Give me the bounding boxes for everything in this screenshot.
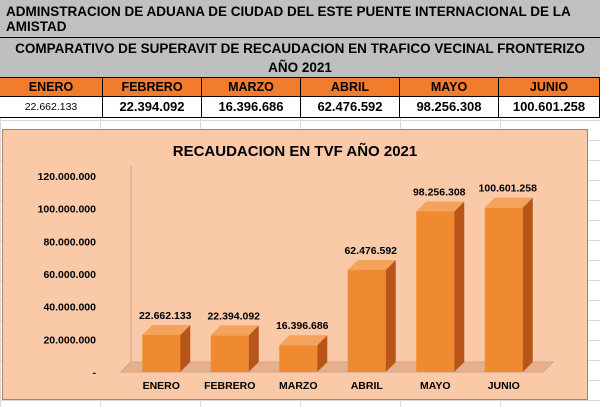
data-label: 98.256.308 <box>413 187 466 199</box>
bar-top <box>484 197 533 208</box>
data-label: 22.394.092 <box>207 310 260 322</box>
bar-top <box>347 259 396 270</box>
bar-side <box>317 335 328 372</box>
data-label: 16.396.686 <box>276 320 329 332</box>
y-tick-label: 100.000.000 <box>38 204 97 216</box>
y-tick-label: 80.000.000 <box>43 236 96 248</box>
bar-side <box>385 259 396 372</box>
month-cell[interactable]: ENERO <box>0 78 103 97</box>
x-tick-label: MARZO <box>279 380 318 392</box>
value-cell[interactable]: 16.396.686 <box>202 97 301 117</box>
bar <box>142 334 181 372</box>
y-tick-label: 40.000.000 <box>43 302 96 314</box>
value-cell[interactable]: 22.662.133 <box>0 97 103 117</box>
data-label: 100.601.258 <box>479 183 538 195</box>
x-tick-label: JUNIO <box>488 380 520 392</box>
bar-side <box>248 325 259 372</box>
value-cell[interactable]: 98.256.308 <box>400 97 499 117</box>
value-cell[interactable]: 22.394.092 <box>103 97 202 117</box>
x-tick-label: FEBRERO <box>204 380 255 392</box>
x-tick-label: ABRIL <box>351 380 384 392</box>
bar-top <box>416 201 465 212</box>
y-tick-label: - <box>93 367 97 379</box>
page-subtitle: COMPARATIVO DE SUPERAVIT DE RECAUDACION … <box>0 38 600 78</box>
bar <box>347 269 386 372</box>
bar-side <box>454 201 465 372</box>
month-cell[interactable]: MAYO <box>400 78 499 97</box>
value-cell[interactable]: 62.476.592 <box>301 97 400 117</box>
y-tick-label: 120.000.000 <box>38 171 97 183</box>
bar-top <box>279 335 328 346</box>
chart-area[interactable]: RECAUDACION EN TVF AÑO 2021 - 20.000.000 4… <box>2 129 588 400</box>
bar <box>279 345 318 372</box>
month-cell[interactable]: JUNIO <box>499 78 600 97</box>
bar <box>484 207 523 372</box>
month-cell[interactable]: FEBRERO <box>103 78 202 97</box>
page-title: ADMINSTRACION DE ADUANA DE CIUDAD DEL ES… <box>0 0 600 38</box>
y-tick-label: 60.000.000 <box>43 269 96 281</box>
value-row: 22.662.133 22.394.092 16.396.686 62.476.… <box>0 97 600 118</box>
data-label: 62.476.592 <box>344 245 397 257</box>
bar-side <box>180 324 191 372</box>
month-header-row: ENERO FEBRERO MARZO ABRIL MAYO JUNIO <box>0 78 600 97</box>
month-cell[interactable]: ABRIL <box>301 78 400 97</box>
bar-top <box>142 324 191 335</box>
bar <box>210 335 249 372</box>
y-tick-label: 20.000.000 <box>43 334 96 346</box>
x-tick-label: MAYO <box>420 380 451 392</box>
bar-top <box>210 325 259 336</box>
chart-title: RECAUDACION EN TVF AÑO 2021 <box>172 143 418 160</box>
bar-chart: - 20.000.000 40.000.000 60.000.000 80.000.00… <box>38 166 555 392</box>
month-cell[interactable]: MARZO <box>202 78 301 97</box>
bar <box>416 211 455 372</box>
x-tick-label: ENERO <box>143 380 180 392</box>
data-label: 22.662.133 <box>139 310 192 322</box>
bar-side <box>522 197 533 372</box>
chart-back-wall <box>120 166 132 373</box>
value-cell[interactable]: 100.601.258 <box>499 97 600 117</box>
